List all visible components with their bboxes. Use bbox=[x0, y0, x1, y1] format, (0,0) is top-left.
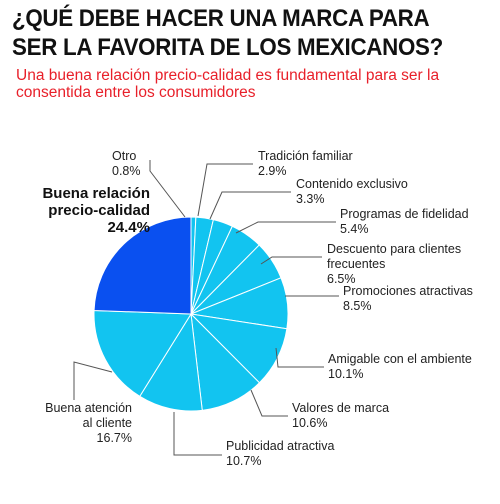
pie-slices bbox=[93, 216, 289, 412]
leader-line bbox=[73, 361, 113, 400]
pie-slice bbox=[93, 309, 192, 398]
leader-line bbox=[149, 160, 186, 218]
slice-value: 16.7% bbox=[97, 431, 132, 445]
slice-label: Programas de fidelidad 5.4% bbox=[340, 207, 469, 236]
leader-line bbox=[173, 412, 222, 456]
slice-name: Promociones atractivas bbox=[343, 284, 473, 298]
pie-slice bbox=[93, 216, 192, 315]
slice-name: precio-calidad bbox=[48, 202, 150, 219]
slice-value: 0.8% bbox=[112, 164, 141, 178]
slice-name: Tradición familiar bbox=[258, 149, 353, 163]
subtitle-line-2: consentida entre los consumidores bbox=[16, 84, 256, 101]
slice-value: 6.5% bbox=[327, 272, 356, 286]
title-line-1: ¿QUÉ DEBE HACER UNA MARCA PARA bbox=[12, 5, 430, 32]
slice-name: frecuentes bbox=[327, 257, 385, 271]
leader-line bbox=[250, 389, 288, 417]
slice-name: Buena atención bbox=[45, 401, 132, 415]
slice-label: Promociones atractivas 8.5% bbox=[343, 284, 473, 313]
slice-value: 5.4% bbox=[340, 222, 369, 236]
leader-line bbox=[275, 347, 324, 368]
slice-value: 2.9% bbox=[258, 164, 287, 178]
slice-name: Amigable con el ambiente bbox=[328, 352, 472, 366]
leader-line bbox=[235, 221, 336, 234]
slice-name: Buena relación bbox=[42, 185, 150, 202]
slice-label: Contenido exclusivo 3.3% bbox=[296, 177, 408, 206]
leader-lines bbox=[73, 160, 339, 456]
slice-name: Contenido exclusivo bbox=[296, 177, 408, 191]
slice-label: Buena relación precio-calidad 24.4% bbox=[42, 185, 150, 236]
subtitle-line-1: Una buena relación precio-calidad es fun… bbox=[16, 67, 440, 84]
slice-value: 10.6% bbox=[292, 416, 327, 430]
slice-label: Amigable con el ambiente 10.1% bbox=[328, 352, 472, 381]
leader-line bbox=[209, 191, 291, 220]
slice-value: 10.7% bbox=[226, 454, 261, 468]
slice-name: Programas de fidelidad bbox=[340, 207, 469, 221]
chart-title: ¿QUÉ DEBE HACER UNA MARCA PARA SER LA FA… bbox=[12, 4, 458, 62]
slice-labels: Otro 0.8%Tradición familiar 2.9%Contenido … bbox=[42, 149, 472, 468]
chart-subtitle: Una buena relación precio-calidad es fun… bbox=[16, 67, 496, 101]
slice-label: Descuento para clientes frecuentes 6.5% bbox=[327, 242, 461, 286]
slice-label: Tradición familiar 2.9% bbox=[258, 149, 353, 178]
slice-value: 10.1% bbox=[328, 367, 363, 381]
slice-name: Otro bbox=[112, 149, 136, 163]
slice-name: al cliente bbox=[83, 416, 132, 430]
title-line-2: SER LA FAVORITA DE LOS MEXICANOS? bbox=[12, 34, 444, 61]
slice-name: Descuento para clientes bbox=[327, 242, 461, 256]
slice-value: 3.3% bbox=[296, 192, 325, 206]
slice-label: Publicidad atractiva 10.7% bbox=[226, 439, 334, 468]
leader-line bbox=[260, 256, 322, 265]
slice-label: Otro 0.8% bbox=[112, 149, 141, 178]
slice-name: Publicidad atractiva bbox=[226, 439, 334, 453]
slice-value: 24.4% bbox=[107, 219, 150, 236]
slice-label: Valores de marca 10.6% bbox=[292, 401, 389, 430]
slice-name: Valores de marca bbox=[292, 401, 389, 415]
slice-label: Buena atención al cliente 16.7% bbox=[45, 401, 132, 445]
slice-value: 8.5% bbox=[343, 299, 372, 313]
leader-line bbox=[197, 163, 253, 217]
